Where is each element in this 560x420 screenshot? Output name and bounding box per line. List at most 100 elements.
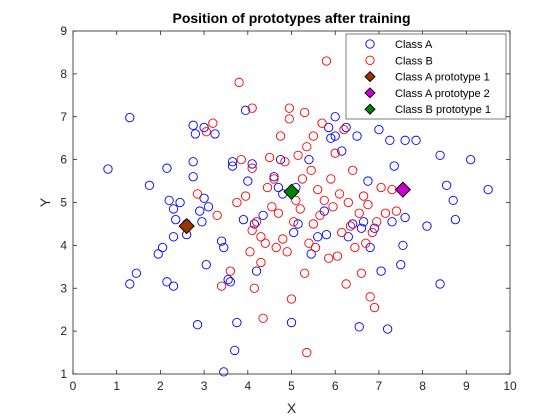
class-a-point: [306, 249, 316, 259]
class-b-point: [317, 118, 327, 128]
class-a-point: [251, 266, 262, 276]
class-a-point: [400, 135, 410, 145]
class-b-point: [201, 127, 211, 137]
class-b-prototype-1-marker: [283, 183, 300, 200]
class-a-prototype-2-marker: [394, 181, 412, 198]
class-a-point: [400, 212, 410, 223]
class-a-point: [225, 277, 235, 287]
class-a-point: [466, 154, 476, 165]
class-b-point: [302, 347, 312, 358]
class-b-point: [304, 238, 314, 248]
legend-label-class-a-prototype-2: Class A prototype 2: [395, 88, 490, 100]
class-b-point: [363, 199, 373, 210]
class-b-point: [358, 191, 369, 201]
class-a-point: [153, 249, 163, 259]
class-b-point: [299, 107, 310, 118]
class-b-point: [260, 238, 270, 248]
class-b-point: [236, 154, 246, 165]
class-a-point: [188, 120, 198, 130]
y-tick-label: 4: [60, 238, 67, 252]
class-b-point: [350, 242, 360, 253]
x-tick-label: 4: [244, 379, 251, 393]
x-tick-label: 10: [503, 379, 517, 393]
x-tick-label: 7: [376, 379, 383, 393]
class-b-point: [376, 182, 386, 193]
class-b-point: [262, 182, 273, 193]
class-a-point: [192, 320, 203, 330]
class-a-point: [203, 202, 214, 212]
class-a-point: [356, 223, 367, 233]
class-a-point: [243, 176, 253, 186]
class-a-point: [411, 135, 421, 145]
class-a-point: [389, 161, 399, 171]
class-a-point: [168, 232, 179, 242]
class-a-point: [227, 161, 238, 171]
class-a-point: [219, 367, 229, 377]
class-a-point: [188, 157, 198, 167]
class-b-point: [234, 77, 244, 88]
y-tick-label: 6: [60, 153, 67, 167]
class-b-point: [299, 268, 310, 278]
class-b-point: [271, 242, 281, 253]
class-b-point: [225, 266, 235, 276]
class-b-point: [269, 174, 279, 184]
class-a-point: [131, 268, 142, 278]
y-tick-label: 8: [60, 67, 67, 81]
x-tick-label: 6: [332, 379, 339, 393]
class-a-point: [341, 122, 351, 133]
class-b-point: [321, 56, 332, 66]
class-a-point: [387, 217, 397, 227]
class-a-point: [293, 219, 303, 229]
class-b-point: [323, 253, 334, 263]
class-b-point: [245, 247, 255, 257]
class-b-point: [302, 142, 312, 152]
class-a-point: [330, 131, 340, 141]
legend-label-class-a: Class A: [395, 39, 433, 51]
class-a-point: [162, 277, 172, 287]
class-b-point: [293, 150, 303, 160]
class-b-point: [258, 313, 268, 323]
class-b-point: [291, 195, 301, 206]
x-tick-label: 8: [419, 379, 426, 393]
class-b-point: [308, 131, 318, 141]
legend: Class A Class B Class A prototype 1 Class A…: [345, 33, 507, 120]
class-b-point: [240, 191, 251, 201]
class-b-point: [212, 210, 222, 221]
class-a-point: [343, 232, 353, 242]
class-a-point: [249, 219, 260, 229]
class-b-point: [267, 202, 277, 212]
class-a-point: [227, 157, 238, 167]
class-a-point: [363, 176, 373, 186]
class-a-point: [157, 242, 168, 253]
class-b-point: [256, 257, 266, 268]
class-a-point: [337, 146, 347, 156]
class-a-point: [313, 232, 323, 242]
class-a-point: [168, 204, 179, 214]
chart-title: Position of prototypes after training: [172, 10, 410, 26]
class-b-point: [286, 294, 297, 304]
class-b-point: [345, 221, 356, 231]
x-tick-label: 1: [113, 379, 120, 393]
class-a-point: [125, 279, 135, 289]
class-b-point: [326, 174, 336, 184]
class-b-point: [310, 242, 321, 253]
class-b-point: [284, 114, 294, 124]
class-b-point: [308, 219, 318, 229]
class-b-point: [354, 208, 364, 218]
class-b-point: [192, 189, 203, 199]
class-a-point: [232, 317, 242, 328]
class-a-point: [199, 122, 209, 133]
class-a-point: [168, 281, 179, 291]
class-a-point: [210, 129, 220, 139]
x-tick-label: 2: [157, 379, 164, 393]
series-class-a-prototype-2: [394, 181, 412, 198]
class-a-point: [190, 129, 201, 139]
class-b-point: [275, 131, 286, 141]
class-b-point: [273, 208, 284, 218]
series-class-b: [192, 56, 402, 358]
class-a-point: [162, 163, 172, 173]
x-tick-label: 0: [70, 379, 77, 393]
class-a-point: [247, 159, 257, 169]
class-a-point: [398, 240, 408, 251]
class-a-point: [199, 193, 209, 203]
